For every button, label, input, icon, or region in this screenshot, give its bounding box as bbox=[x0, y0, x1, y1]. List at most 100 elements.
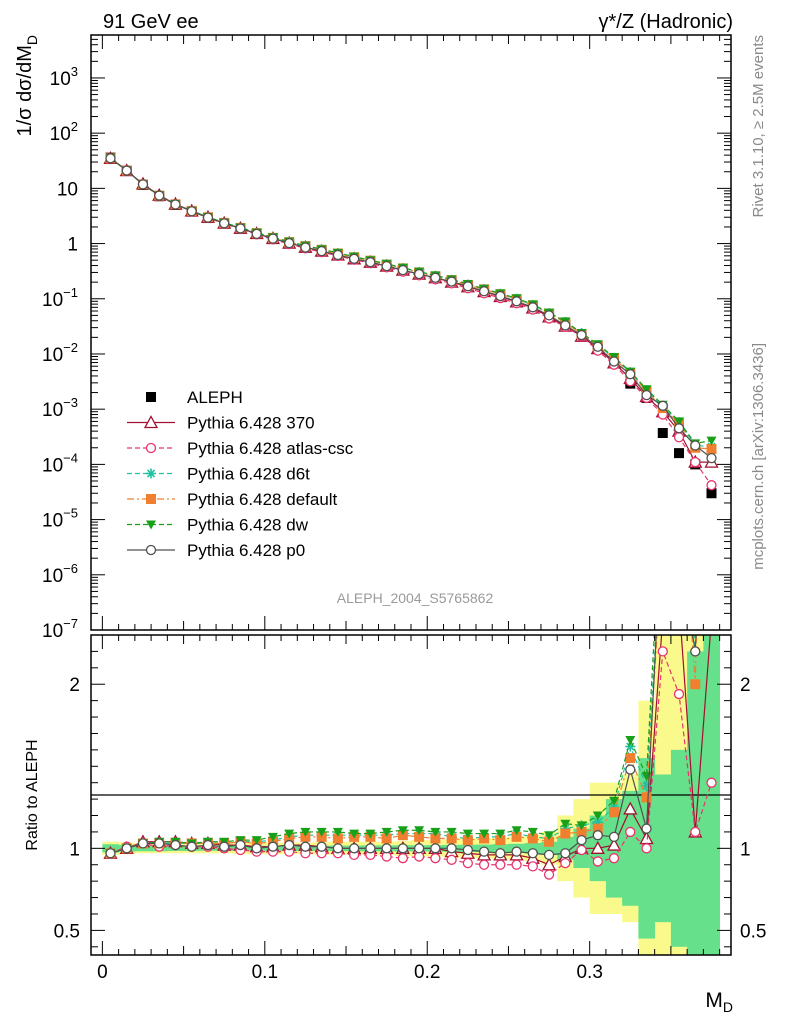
ratio-point-pythia-6-428-default bbox=[446, 833, 457, 844]
main-y-tick-label-base: 10 bbox=[50, 124, 71, 145]
ratio-point-pythia-6-428-default bbox=[560, 828, 571, 839]
legend: ALEPH Pythia 6.428 370 Pythia 6.428 atlas-… bbox=[127, 388, 354, 560]
ratio-point-pythia-6-428-p0 bbox=[446, 843, 457, 854]
ratio-point-pythia-6-428-p0 bbox=[235, 839, 246, 851]
ratio-point-pythia-6-428-default bbox=[658, 541, 668, 551]
ratio-point-pythia-6-428-p0 bbox=[478, 846, 490, 857]
ratio-point-pythia-6-428-p0 bbox=[495, 848, 506, 859]
ratio-y-tick-label-right: 1 bbox=[740, 839, 751, 860]
ratio-point-pythia-6-428-d6t bbox=[641, 780, 652, 791]
main-point-pythia-6-428-p0 bbox=[267, 233, 279, 244]
ratio-point-pythia-6-428-p0 bbox=[121, 843, 132, 854]
main-point-pythia-6-428-p0 bbox=[446, 276, 457, 287]
ratio-point-pythia-6-428-atlas-csc bbox=[527, 861, 538, 872]
ratio-stat-band-bin bbox=[687, 651, 704, 955]
ratio-point-pythia-6-428-dw bbox=[284, 829, 295, 839]
ratio-point-pythia-6-428-dw bbox=[414, 826, 425, 836]
main-point-pythia-6-428-p0 bbox=[608, 356, 620, 367]
x-tick-label: 0.1 bbox=[252, 962, 278, 983]
ratio-point-pythia-6-428-p0 bbox=[576, 834, 587, 846]
main-y-tick-label: 102 bbox=[50, 119, 78, 145]
main-point-pythia-6-428-p0 bbox=[673, 423, 685, 434]
ratio-point-pythia-6-428-p0 bbox=[430, 843, 441, 854]
main-point-pythia-6-428-p0 bbox=[657, 400, 668, 411]
main-point-pythia-6-428-atlas-csc bbox=[706, 480, 717, 491]
ratio-point-pythia-6-428-p0 bbox=[348, 843, 360, 854]
ratio-point-pythia-6-428-370 bbox=[673, 596, 685, 607]
ratio-point-pythia-6-428-dw bbox=[316, 827, 327, 837]
ratio-point-pythia-6-428-dw bbox=[332, 827, 343, 837]
ratio-y-tick-label-left: 1 bbox=[69, 839, 80, 860]
main-y-tick-label-exponent: −3 bbox=[63, 395, 78, 410]
ratio-point-pythia-6-428-dw bbox=[430, 827, 441, 837]
x-tick-label: 0.2 bbox=[414, 962, 440, 983]
main-y-tick-label: 103 bbox=[50, 64, 78, 90]
ratio-point-pythia-6-428-370 bbox=[623, 801, 638, 815]
main-y-tick-label-exponent: 2 bbox=[71, 119, 78, 134]
main-point-pythia-6-428-p0 bbox=[462, 281, 474, 292]
main-y-tick-label-base: 10 bbox=[42, 566, 63, 587]
ratio-point-pythia-6-428-p0 bbox=[381, 843, 392, 854]
ratio-series-layer bbox=[103, 477, 717, 880]
main-point-pythia-6-428-p0 bbox=[641, 389, 652, 401]
ratio-stat-band-bin bbox=[670, 749, 688, 947]
ratio-point-pythia-6-428-default bbox=[332, 833, 343, 844]
ratio-series-pythia-6-428-p0 bbox=[105, 635, 701, 861]
ratio-point-pythia-6-428-p0 bbox=[300, 841, 311, 852]
main-point-pythia-6-428-p0 bbox=[300, 242, 311, 253]
ratio-point-pythia-6-428-dw bbox=[300, 827, 311, 837]
main-point-aleph bbox=[674, 448, 685, 459]
ratio-point-pythia-6-428-dw bbox=[381, 827, 392, 837]
ratio-point-pythia-6-428-default bbox=[690, 679, 701, 690]
main-point-pythia-6-428-dw bbox=[641, 385, 652, 395]
main-point-aleph bbox=[706, 488, 717, 499]
legend-label-pythia-6-428-dw: Pythia 6.428 dw bbox=[187, 516, 309, 535]
main-point-pythia-6-428-p0 bbox=[576, 329, 587, 341]
ratio-point-pythia-6-428-dw bbox=[446, 827, 457, 837]
main-y-tick-label: 10 bbox=[57, 179, 78, 200]
ratio-point-pythia-6-428-p0 bbox=[316, 841, 327, 852]
ratio-y-tick-label-left: 2 bbox=[69, 675, 80, 696]
ratio-point-pythia-6-428-atlas-csc bbox=[511, 859, 522, 870]
ratio-point-pythia-6-428-p0 bbox=[154, 838, 165, 849]
main-point-pythia-6-428-p0 bbox=[690, 440, 701, 451]
ratio-point-pythia-6-428-dw bbox=[576, 821, 587, 831]
ratio-point-pythia-6-428-default bbox=[544, 836, 555, 847]
main-point-pythia-6-428-dw bbox=[674, 417, 685, 427]
main-point-pythia-6-428-atlas-csc bbox=[690, 456, 701, 468]
ratio-point-pythia-6-428-atlas-csc bbox=[625, 826, 636, 838]
ratio-point-pythia-6-428-default bbox=[609, 807, 620, 818]
main-y-tick-label-exponent: −5 bbox=[63, 506, 78, 521]
ratio-y-axis-label: Ratio to ALEPH bbox=[24, 739, 41, 850]
header-left-label: 91 GeV ee bbox=[103, 11, 199, 33]
ratio-point-pythia-6-428-default bbox=[495, 835, 506, 846]
ratio-point-pythia-6-428-p0 bbox=[137, 838, 149, 849]
main-point-pythia-6-428-p0 bbox=[137, 179, 149, 190]
ratio-point-pythia-6-428-p0 bbox=[365, 843, 376, 854]
x-tick-label: 0.3 bbox=[576, 962, 602, 983]
main-point-pythia-6-428-p0 bbox=[706, 452, 717, 464]
ratio-point-pythia-6-428-atlas-csc bbox=[673, 688, 685, 700]
ratio-point-pythia-6-428-atlas-csc bbox=[462, 857, 474, 869]
main-point-pythia-6-428-p0 bbox=[365, 257, 376, 268]
legend-label-aleph: ALEPH bbox=[187, 388, 243, 407]
legend-label-pythia-6-428-d6t: Pythia 6.428 d6t bbox=[187, 465, 310, 484]
main-y-tick-label-base: 10 bbox=[42, 345, 63, 366]
main-y-axis-label: 1/σ dσ/dMD bbox=[14, 35, 40, 137]
main-y-tick-label: 10−3 bbox=[42, 395, 78, 421]
main-point-pythia-6-428-p0 bbox=[170, 199, 181, 210]
ratio-point-pythia-6-428-atlas-csc bbox=[641, 843, 652, 854]
main-y-tick-label-base: 10 bbox=[42, 511, 63, 532]
main-point-pythia-6-428-p0 bbox=[219, 218, 230, 229]
ratio-point-pythia-6-428-dw bbox=[658, 477, 668, 486]
main-point-pythia-6-428-p0 bbox=[560, 320, 571, 331]
main-y-tick-label-base: 10 bbox=[42, 621, 63, 642]
main-point-pythia-6-428-atlas-csc bbox=[673, 432, 685, 443]
main-y-tick-label-base: 10 bbox=[42, 400, 63, 421]
legend-marker-pythia-6-428-default bbox=[146, 494, 156, 504]
ratio-point-pythia-6-428-default bbox=[592, 823, 603, 834]
ratio-point-pythia-6-428-atlas-csc bbox=[446, 854, 457, 865]
ratio-point-pythia-6-428-dw bbox=[349, 829, 360, 839]
main-y-tick-label: 10−5 bbox=[42, 506, 78, 532]
